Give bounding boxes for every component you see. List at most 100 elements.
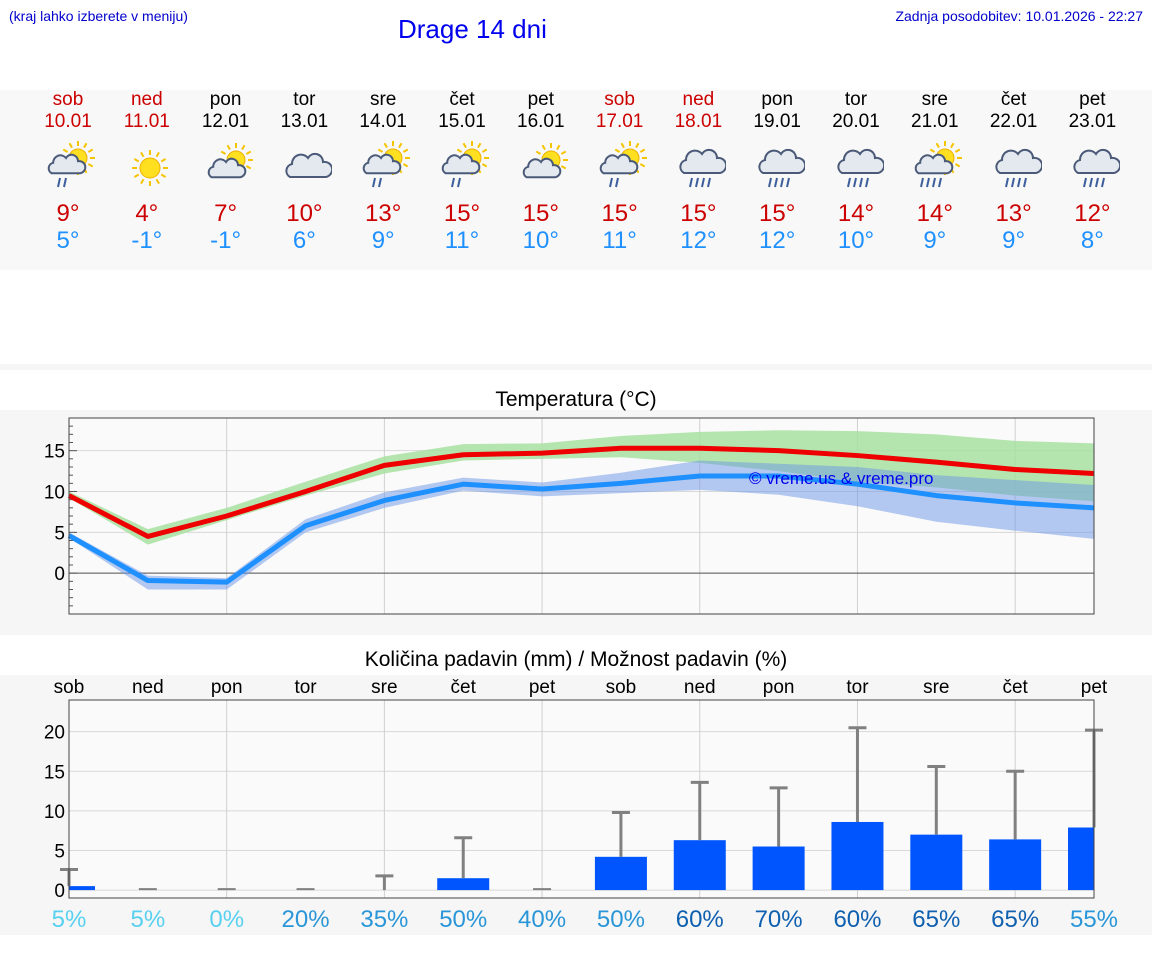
day-date: 19.01: [753, 111, 801, 132]
x-day-label: čet: [1002, 677, 1028, 698]
sun-cloud-light-rain-icon: [47, 141, 95, 188]
day-date: 23.01: [1068, 111, 1117, 132]
x-day-label: pon: [763, 677, 795, 698]
day-date: 16.01: [517, 111, 565, 132]
sun-icon: [131, 150, 168, 186]
precip-probability: 60%: [676, 906, 724, 933]
day-name: pon: [209, 89, 242, 110]
temp-max: 14°: [837, 200, 875, 227]
sun-cloud-rain-icon: [914, 141, 962, 188]
plot-frame: [68, 699, 1095, 899]
temperature-chart: 0 5 10 15 © vreme.us & vreme.pro: [44, 417, 1095, 615]
x-day-label: čet: [451, 677, 477, 698]
x-day-label: pet: [1081, 677, 1108, 698]
day-date: 17.01: [595, 111, 644, 132]
precip-probability: 65%: [991, 906, 1039, 933]
temp-min: -1°: [131, 227, 163, 254]
precip-bar: [831, 821, 884, 891]
x-day-label: tor: [294, 677, 317, 698]
temp-max: 13°: [995, 200, 1032, 227]
day-name: ned: [682, 89, 715, 110]
temp-max: 9°: [56, 200, 80, 227]
max-temperature-line: [67, 445, 1095, 539]
precipitation-chart: 0 5 10 15 20 sob ned pon tor sre čet pet sob ned pon to…: [44, 677, 1118, 933]
y-tick-label: 5: [54, 523, 65, 544]
y-tick-label: 10: [44, 483, 65, 504]
day-date: 12.01: [201, 111, 250, 132]
sun-cloud-light-rain-icon: [441, 141, 489, 188]
x-day-label: sob: [606, 677, 637, 698]
temp-min: 9°: [923, 227, 947, 254]
day-date: 21.01: [911, 111, 959, 132]
last-updated: Zadnja posodobitev: 10.01.2026 - 22:27: [895, 8, 1143, 24]
day-name: čet: [449, 89, 475, 110]
temp-max: 4°: [135, 200, 159, 227]
day-name: čet: [1000, 89, 1027, 110]
temp-min: 12°: [680, 227, 717, 254]
day-name: sre: [921, 89, 948, 110]
temp-max: 10°: [286, 200, 323, 227]
temp-min: 11°: [444, 227, 480, 254]
precip-probability: 65%: [912, 906, 960, 933]
sun-cloud-light-rain-icon: [599, 141, 647, 188]
y-tick-label: 20: [44, 723, 65, 744]
forecast-strip: sob 10.01 9° 5° ned 11.01 4° -1° pon 12.01 7° -1° to…: [0, 90, 1152, 270]
precip-probability: 50%: [597, 906, 645, 933]
min-temperature-line: [67, 473, 1095, 585]
temp-max: 15°: [759, 200, 796, 227]
day-name: tor: [844, 89, 868, 110]
day-date: 20.01: [832, 111, 880, 132]
plot-frame: [68, 417, 1095, 615]
temp-min: 9°: [1002, 227, 1026, 254]
temp-min: 11°: [602, 227, 637, 254]
precip-bar: [594, 856, 647, 891]
x-day-label: sre: [923, 677, 949, 698]
temp-min: 8°: [1080, 227, 1104, 254]
day-date: 15.01: [438, 111, 486, 132]
day-name: ned: [130, 89, 163, 110]
temp-max: 15°: [443, 200, 481, 227]
x-day-label: sre: [371, 677, 397, 698]
precip-bar: [910, 834, 963, 891]
precip-probability: 0%: [209, 906, 244, 933]
temp-min: 10°: [837, 227, 875, 254]
precip-bar: [437, 878, 490, 891]
day-date: 13.01: [280, 111, 329, 132]
day-name: sob: [604, 89, 635, 110]
precipitation-chart-title: Količina padavin (mm) / Možnost padavin …: [364, 648, 788, 671]
day-name: tor: [293, 89, 316, 110]
x-day-label: tor: [846, 677, 869, 698]
x-day-label: pon: [211, 677, 243, 698]
precip-bar: [1068, 827, 1094, 891]
temp-max: 15°: [601, 200, 638, 227]
y-tick-label: 15: [44, 762, 65, 783]
precip-probability: 20%: [282, 906, 330, 933]
x-day-label: ned: [684, 677, 716, 698]
temp-min: -1°: [210, 227, 242, 254]
day-date: 10.01: [44, 111, 92, 132]
day-date: 11.01: [123, 111, 170, 132]
cloud-rain-icon: [837, 148, 884, 188]
day-name: sob: [52, 89, 84, 110]
precip-probability: 40%: [518, 906, 566, 933]
temp-min: 5°: [56, 227, 80, 254]
temp-min: 9°: [371, 227, 395, 254]
sun-cloud-icon: [522, 143, 568, 179]
precip-bar: [69, 886, 95, 891]
temp-max: 15°: [522, 200, 559, 227]
precip-bar: [673, 840, 726, 891]
page-title: Drage 14 dni: [398, 14, 547, 44]
precip-probability: 70%: [755, 906, 803, 933]
temp-max: 15°: [680, 200, 717, 227]
temp-max: 14°: [916, 200, 953, 227]
temp-min: 10°: [522, 227, 559, 254]
day-date: 14.01: [359, 111, 407, 132]
y-tick-label: 0: [54, 564, 65, 585]
location-hint: (kraj lahko izberete v meniju): [9, 8, 188, 24]
precip-probability: 5%: [131, 906, 166, 933]
precip-bar: [752, 846, 805, 891]
min-uncertainty-band: [69, 460, 1094, 590]
precip-probability: 55%: [1070, 906, 1118, 933]
precip-probability: 60%: [833, 906, 881, 933]
temp-min: 12°: [759, 227, 796, 254]
